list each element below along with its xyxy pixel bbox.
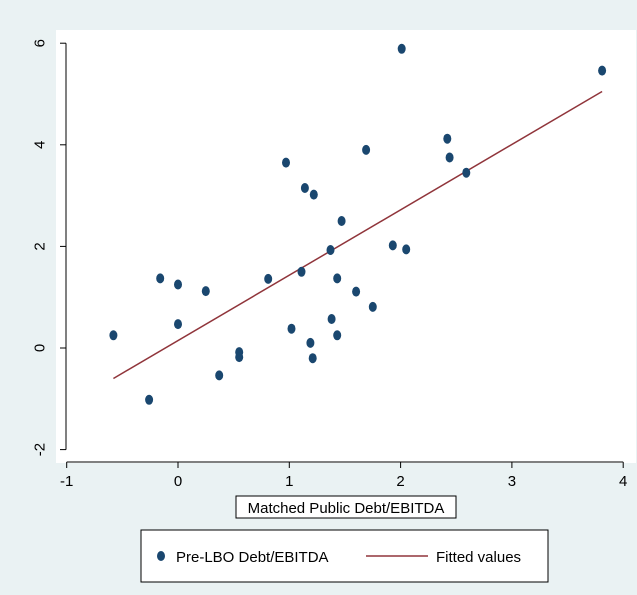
scatter-point: [297, 266, 306, 277]
scatter-point: [174, 279, 182, 290]
scatter-point: [462, 167, 471, 178]
scatter-point: [598, 65, 607, 76]
scatter-point: [287, 323, 296, 334]
scatter-point: [333, 273, 342, 284]
scatter-point: [308, 353, 317, 364]
scatter-point: [337, 216, 346, 226]
legend-box: [140, 529, 549, 583]
scatter-point: [309, 189, 318, 200]
legend-marker-scatter: [157, 551, 165, 561]
scatter-point: [402, 244, 411, 255]
scatter-points-layer: [109, 43, 607, 405]
x-tick-label: 2: [396, 473, 404, 490]
scatter-point: [300, 183, 309, 193]
x-tick-label: -1: [60, 473, 73, 490]
y-tick-label: 4: [32, 141, 49, 149]
scatter-point: [145, 394, 154, 405]
scatter-point: [397, 43, 406, 54]
fitted-line-layer: [113, 90, 603, 380]
axes: -1 0 1 2 3 4 -2 0 2 4 6: [32, 39, 628, 490]
scatter-point: [156, 273, 165, 284]
scatter-point: [443, 133, 452, 144]
x-tick-label: 3: [508, 473, 516, 490]
x-axis-title: Matched Public Debt/EBITDA: [248, 500, 445, 517]
scatter-point: [388, 240, 397, 251]
scatter-point: [362, 144, 371, 155]
scatter-point: [326, 245, 335, 255]
fitted-values-line: [113, 90, 603, 380]
scatter-point: [282, 157, 290, 168]
scatter-point: [306, 337, 315, 348]
y-tick-label: 6: [32, 39, 49, 47]
x-tick-label: 1: [285, 473, 293, 490]
scatter-point: [445, 152, 454, 163]
y-tick-label: 0: [32, 344, 49, 352]
scatter-point: [352, 286, 361, 297]
scatter-point: [264, 273, 273, 284]
legend: Pre-LBO Debt/EBITDA Fitted values: [140, 529, 549, 583]
legend-label-line: Fitted values: [436, 549, 521, 566]
plot-background: [56, 30, 636, 463]
y-tick-label: 2: [32, 242, 49, 250]
scatter-point: [215, 370, 224, 381]
y-tick-label: -2: [32, 443, 49, 456]
scatter-point: [368, 301, 377, 312]
scatter-point: [235, 352, 244, 363]
x-tick-label: 0: [174, 473, 182, 490]
scatter-point: [333, 330, 342, 341]
scatter-point: [201, 286, 210, 297]
x-tick-label: 4: [619, 473, 627, 490]
scatter-point: [109, 330, 118, 341]
x-axis-title-box: Matched Public Debt/EBITDA: [235, 495, 457, 519]
legend-label-scatter: Pre-LBO Debt/EBITDA: [176, 549, 329, 566]
scatter-point: [327, 314, 336, 324]
scatter-point: [174, 319, 182, 330]
